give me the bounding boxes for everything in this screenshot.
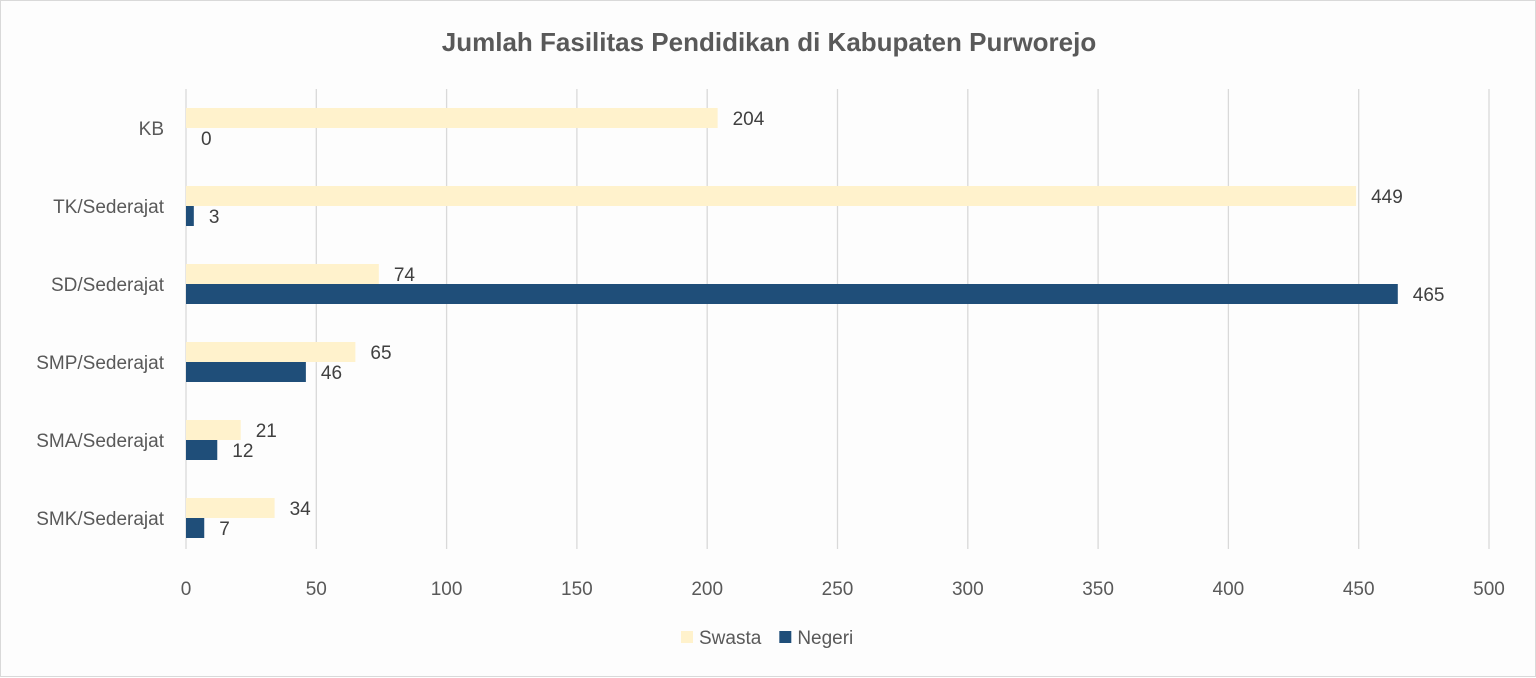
legend-label: Negeri (797, 628, 853, 649)
bar-swasta (186, 420, 241, 440)
y-tick-label: SMK/Sederajat (36, 509, 165, 530)
data-label: 46 (321, 363, 342, 384)
data-label: 465 (1413, 285, 1445, 306)
x-tick-label: 350 (1082, 579, 1114, 600)
legend-swatch (779, 631, 792, 643)
bar-negeri (186, 362, 306, 382)
bar-swasta (186, 186, 1357, 206)
bar-swasta (186, 498, 275, 518)
x-tick-label: 250 (822, 579, 854, 600)
bar-swasta (186, 264, 379, 284)
x-tick-label: 150 (561, 579, 593, 600)
legend-swatch (681, 631, 693, 643)
bar-negeri (186, 206, 194, 226)
data-label: 449 (1371, 187, 1403, 208)
y-tick-label: SD/Sederajat (51, 275, 165, 296)
data-label: 204 (733, 109, 765, 130)
x-tick-label: 100 (431, 579, 463, 600)
data-label: 74 (394, 265, 416, 286)
data-label: 21 (256, 421, 277, 442)
bar-negeri (186, 518, 205, 538)
data-label: 12 (232, 441, 253, 462)
bar-swasta (186, 342, 356, 362)
bar-swasta (186, 108, 718, 128)
data-label: 3 (209, 207, 220, 228)
chart-title: Jumlah Fasilitas Pendidikan di Kabupaten… (442, 27, 1096, 57)
x-tick-label: 400 (1213, 579, 1245, 600)
x-tick-label: 200 (691, 579, 723, 600)
x-tick-label: 50 (306, 579, 327, 600)
x-tick-label: 500 (1473, 579, 1505, 600)
bar-negeri (186, 284, 1398, 304)
x-tick-label: 0 (181, 579, 192, 600)
bar-negeri (186, 440, 218, 460)
data-label: 34 (290, 499, 312, 520)
y-tick-label: TK/Sederajat (53, 197, 165, 218)
y-tick-label: SMP/Sederajat (36, 353, 165, 374)
data-label: 65 (370, 343, 391, 364)
x-tick-label: 300 (952, 579, 984, 600)
y-tick-label: SMA/Sederajat (36, 431, 165, 452)
data-label: 0 (201, 129, 212, 150)
data-label: 7 (219, 519, 230, 540)
x-tick-label: 450 (1343, 579, 1375, 600)
y-tick-label: KB (139, 119, 164, 140)
legend-label: Swasta (699, 628, 762, 649)
